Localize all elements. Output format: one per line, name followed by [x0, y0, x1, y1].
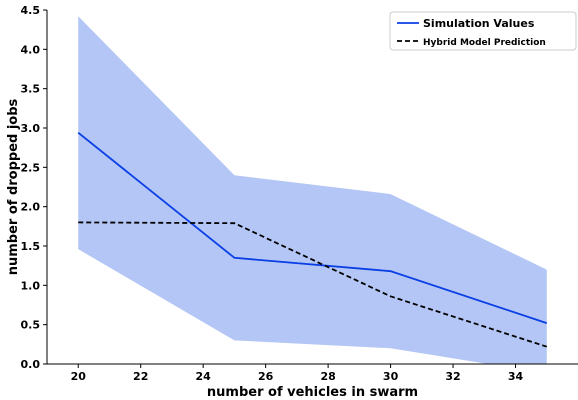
confidence-band-layer [78, 16, 547, 364]
y-tick-label: 4.0 [21, 43, 41, 56]
x-tick-label: 32 [445, 370, 460, 383]
legend-label-simulation-values: Simulation Values [423, 17, 535, 30]
y-tick-label: 0.5 [21, 319, 41, 332]
y-tick-label: 2.5 [21, 161, 41, 174]
x-tick-label: 20 [71, 370, 87, 383]
y-tick-label: 1.5 [21, 240, 41, 253]
series-line-hybrid-model-prediction [78, 221, 548, 348]
x-tick-label: 26 [258, 370, 274, 383]
series-lines-layer [77, 132, 548, 348]
x-tick-label: 28 [320, 370, 335, 383]
axes-layer [46, 10, 578, 365]
confidence-band [78, 16, 547, 364]
legend-label-hybrid-model-prediction: Hybrid Model Prediction [423, 38, 546, 48]
legend: Simulation Values Hybrid Model Predictio… [389, 11, 577, 51]
y-tick-label: 4.5 [21, 4, 41, 17]
y-tick-label: 0.0 [21, 358, 41, 371]
x-axis-label: number of vehicles in swarm [207, 385, 418, 400]
y-axis-label: number of dropped jobs [6, 98, 21, 275]
y-tick-label: 1.0 [21, 279, 41, 292]
legend-box [389, 11, 577, 51]
x-tick-label: 24 [196, 370, 212, 383]
ticks-layer: 20 22 24 26 28 30 32 34 0.0 0.5 1.0 1.5 2.0 2.5 3.0 3.5… [21, 4, 524, 383]
series-line-simulation-values [77, 132, 548, 324]
y-tick-label: 3.0 [21, 122, 41, 135]
y-tick-label: 3.5 [21, 83, 41, 96]
x-tick-label: 30 [383, 370, 399, 383]
x-tick-label: 22 [133, 370, 148, 383]
y-tick-label: 2.0 [21, 201, 41, 214]
x-tick-label: 34 [508, 370, 524, 383]
